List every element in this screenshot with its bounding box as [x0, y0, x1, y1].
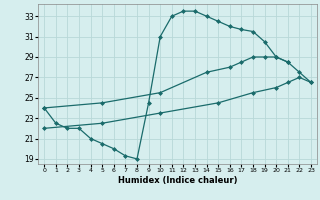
X-axis label: Humidex (Indice chaleur): Humidex (Indice chaleur)	[118, 176, 237, 185]
